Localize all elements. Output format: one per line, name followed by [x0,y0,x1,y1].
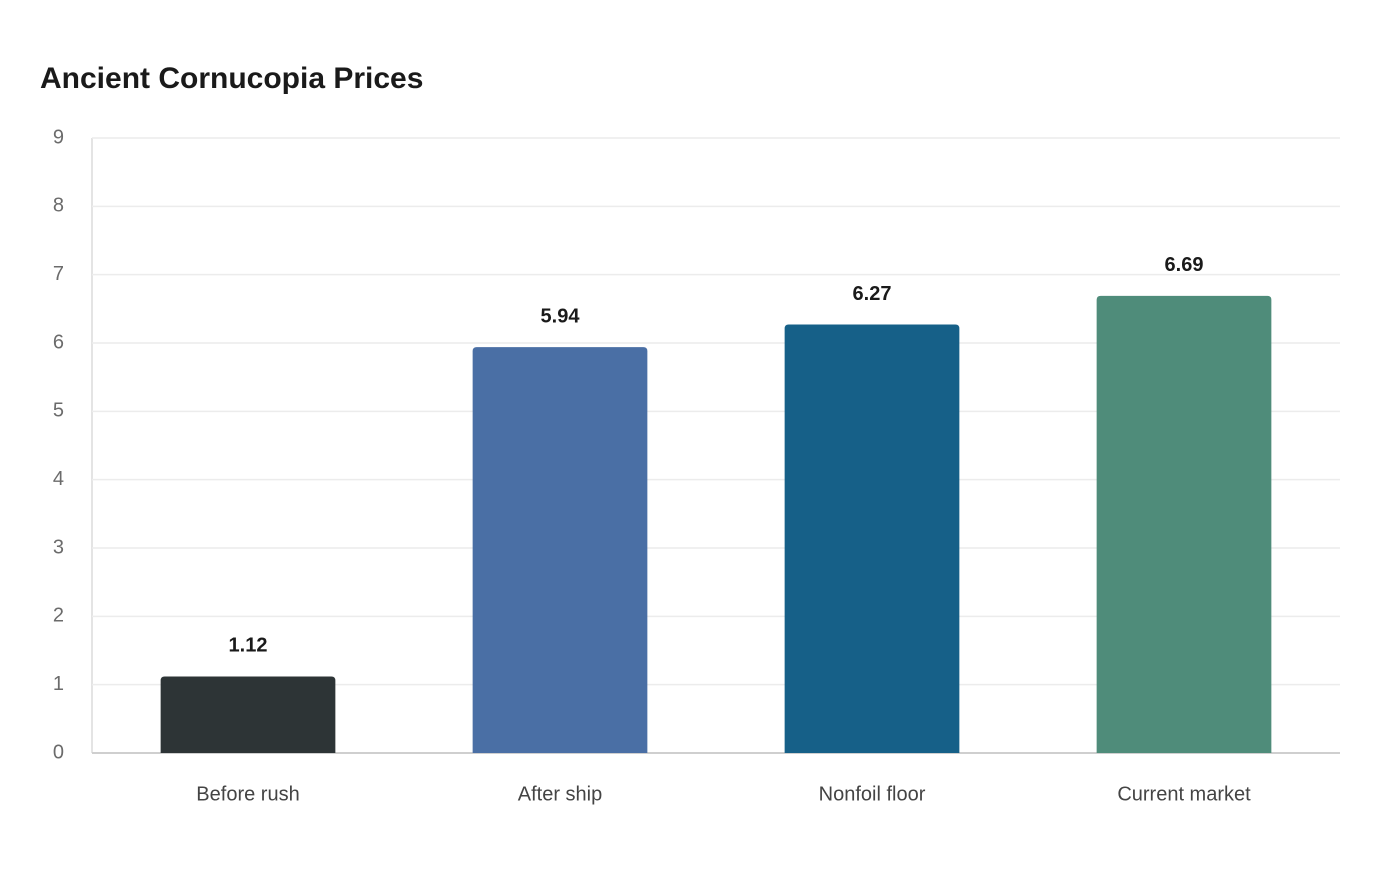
bar [784,324,960,753]
x-tick-label: Current market [1117,783,1251,805]
x-tick-label: Nonfoil floor [819,783,926,805]
value-label: 6.69 [1165,254,1204,276]
x-tick-label: After ship [518,783,602,805]
y-tick-label: 5 [53,400,64,422]
x-tick-label: Before rush [196,783,299,805]
y-tick-label: 2 [53,605,64,627]
value-label: 6.27 [853,283,892,305]
y-tick-label: 4 [53,468,64,490]
y-tick-label: 6 [53,331,64,353]
value-label: 1.12 [229,635,268,657]
y-tick-label: 3 [53,536,64,558]
y-tick-label: 1 [53,673,64,695]
y-tick-label: 0 [53,741,64,763]
y-tick-label: 9 [53,126,64,148]
bar [472,347,648,753]
y-tick-label: 7 [53,263,64,285]
bar [160,676,336,753]
chart-title: Ancient Cornucopia Prices [40,62,423,95]
bar [1096,295,1272,753]
y-tick-label: 8 [53,195,64,217]
value-label: 5.94 [541,305,581,327]
